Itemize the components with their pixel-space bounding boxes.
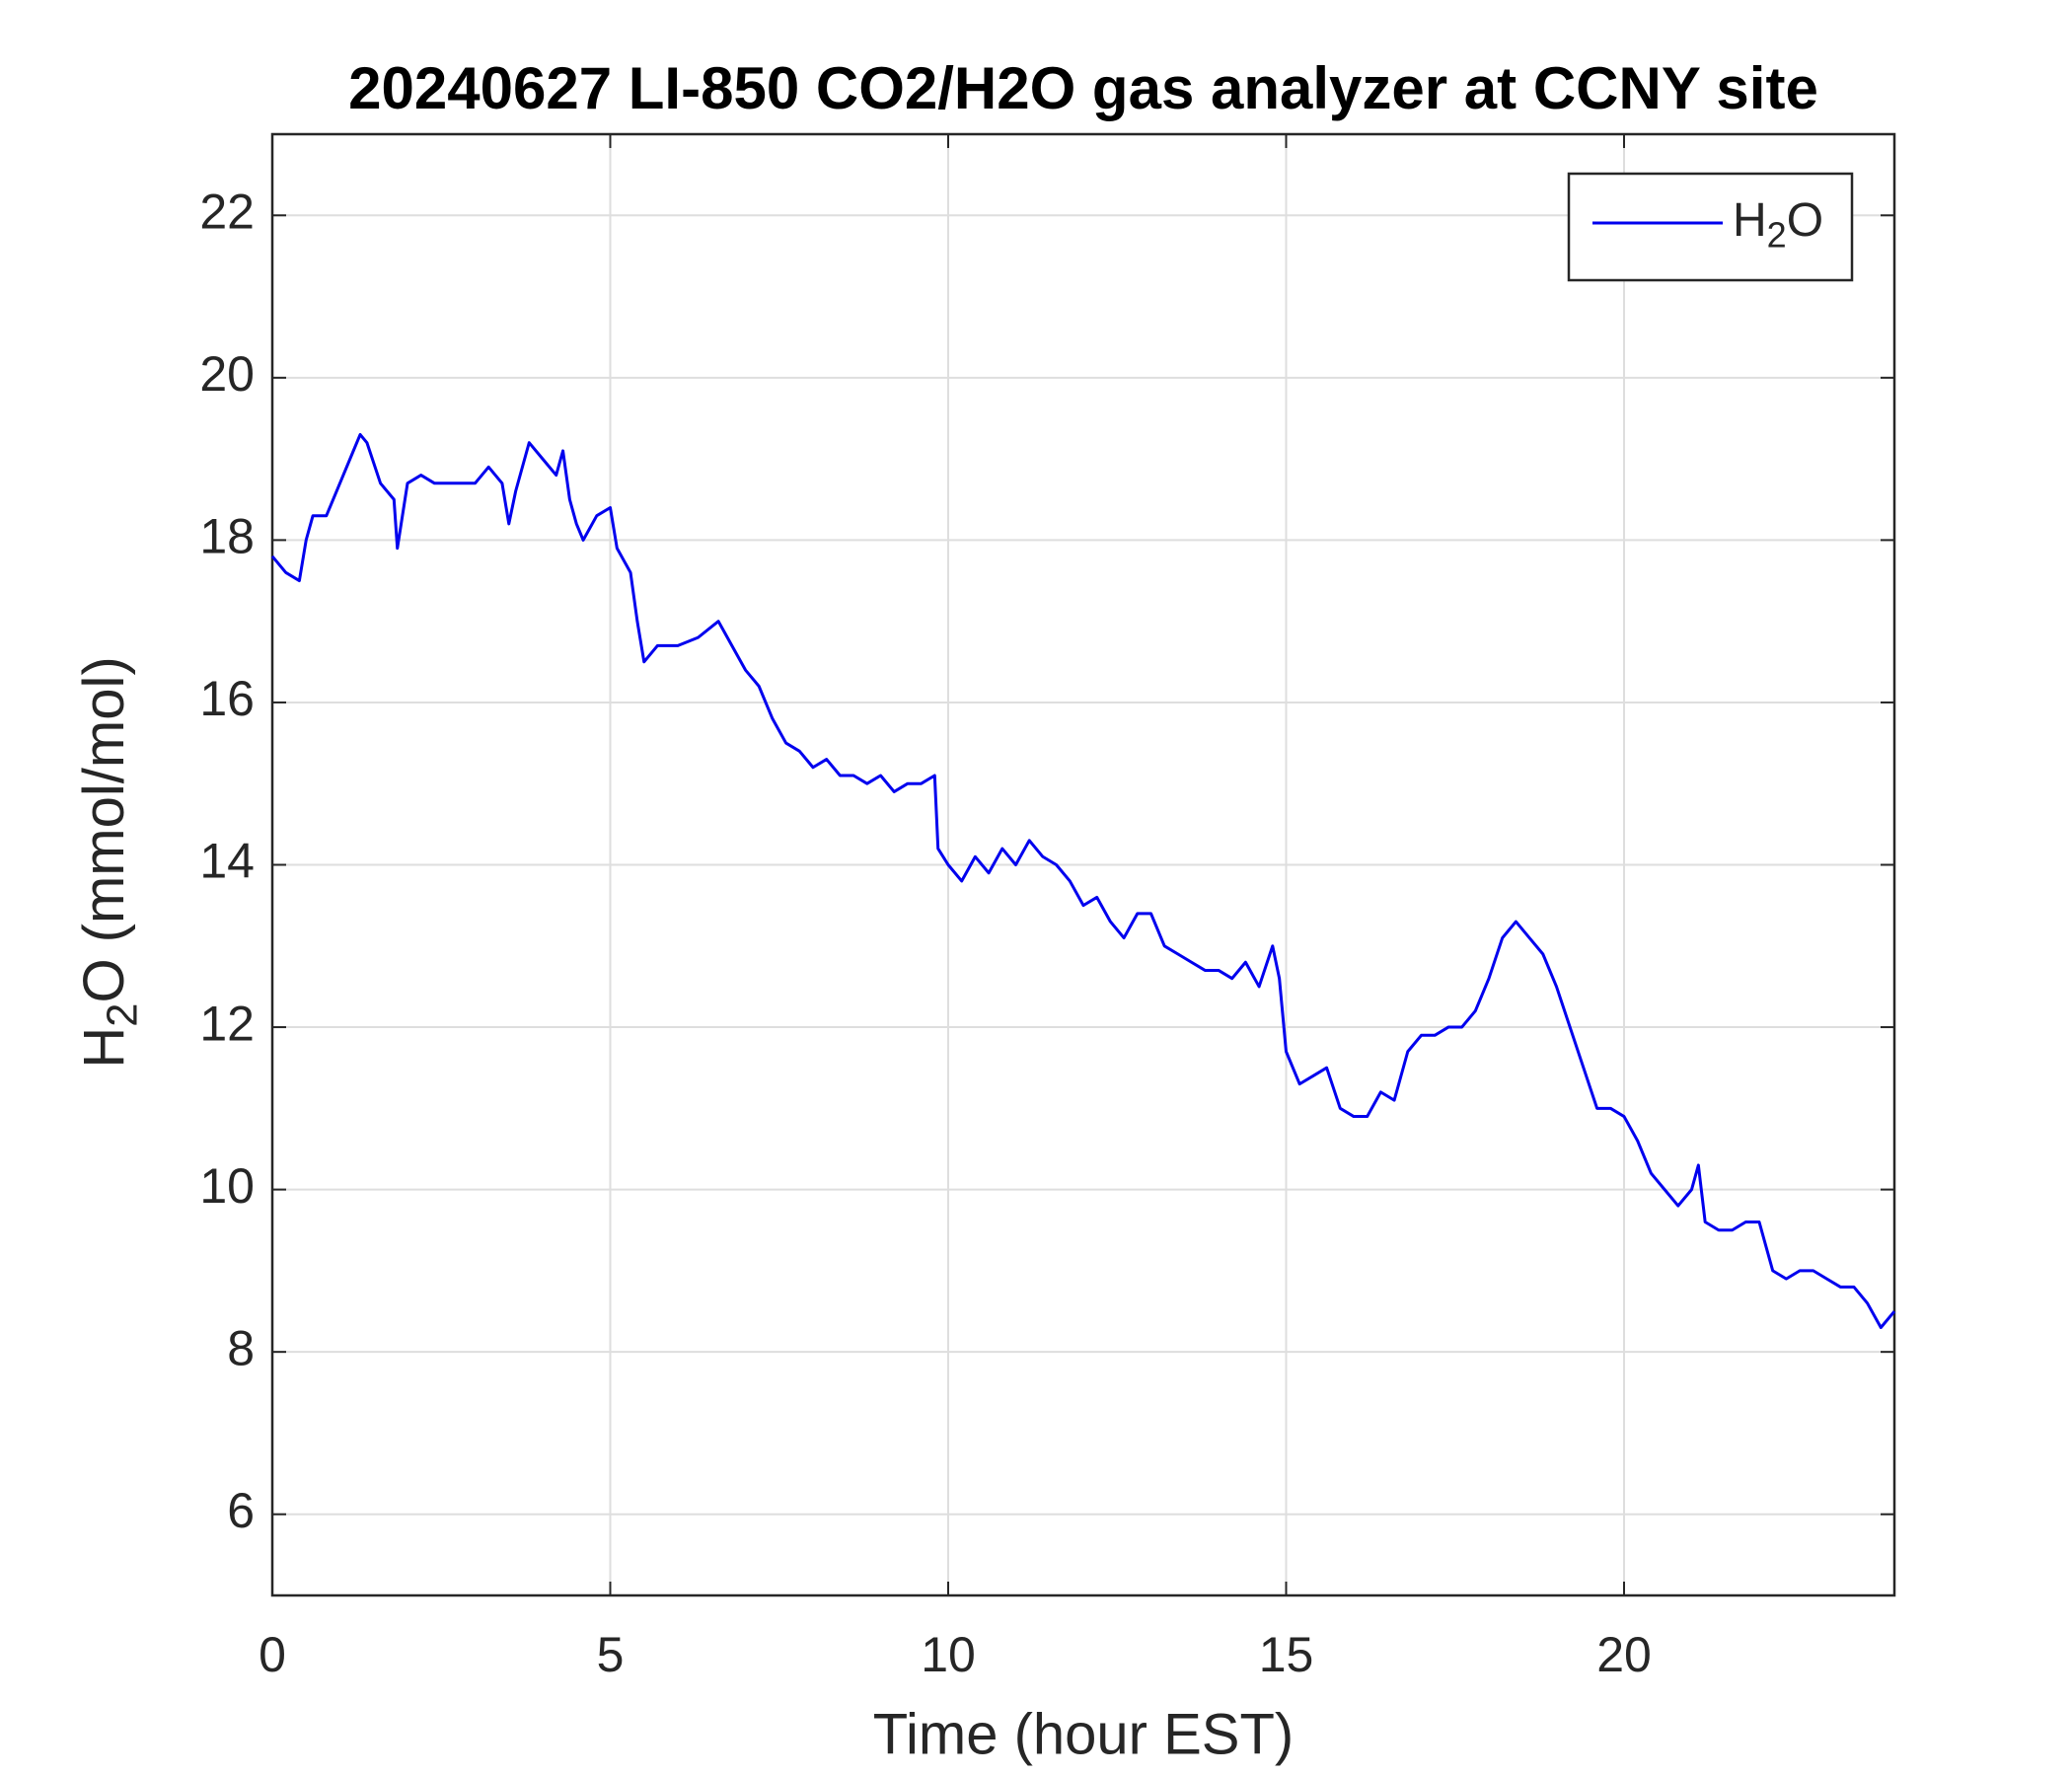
chart-title: 20240627 LI-850 CO2/H2O gas analyzer at … [348,55,1818,121]
y-tick-label: 22 [199,184,255,239]
y-axis-label: H2O (mmol/mol) [72,656,147,1068]
x-tick-label: 10 [921,1627,976,1682]
x-tick-label: 0 [259,1627,286,1682]
y-tick-label: 8 [227,1320,255,1375]
x-tick-label: 5 [597,1627,625,1682]
legend-box [1567,172,1854,282]
y-tick-label: 6 [227,1483,255,1538]
y-tick-label: 16 [199,671,255,726]
data-line [270,432,1896,1329]
legend-label: H2O [1733,194,1823,255]
plot-frame [270,132,1896,1597]
y-tick-label: 12 [199,996,255,1051]
y-tick-label: 20 [199,346,255,402]
x-axis-label: Time (hour EST) [873,1702,1294,1766]
y-tick-label: 18 [199,509,255,564]
y-tick-label: 10 [199,1158,255,1214]
x-tick-label: 20 [1596,1627,1652,1682]
y-tick-label: 14 [199,834,255,889]
x-tick-label: 15 [1259,1627,1314,1682]
